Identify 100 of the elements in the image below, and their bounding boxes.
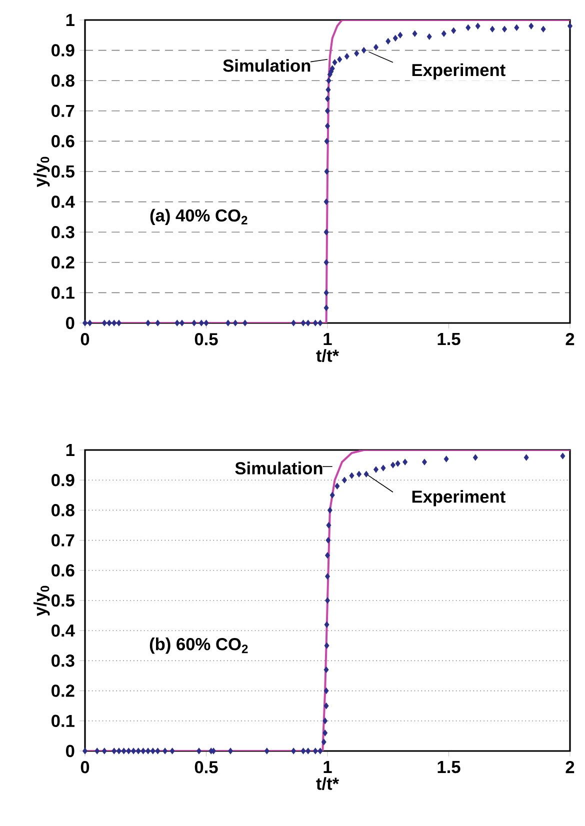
point bbox=[162, 748, 168, 754]
point bbox=[174, 320, 180, 326]
point bbox=[94, 748, 100, 754]
point bbox=[364, 470, 369, 478]
y-tick-label: 0 bbox=[66, 744, 74, 758]
point bbox=[524, 454, 529, 461]
y-tick-label: 0.6 bbox=[52, 564, 74, 577]
point bbox=[232, 320, 238, 326]
y-tick-label: 0.7 bbox=[52, 534, 74, 546]
x-tick-label: 0.5 bbox=[194, 333, 218, 346]
point bbox=[324, 688, 329, 694]
y-axis-title: y/y$_{0}$ bbox=[34, 156, 50, 188]
point bbox=[112, 748, 117, 754]
point bbox=[192, 320, 197, 326]
y-tick-label: 0.3 bbox=[52, 226, 74, 238]
point bbox=[321, 738, 326, 746]
point bbox=[322, 718, 328, 724]
annotation: (a) 40% CO$_{2}$ bbox=[150, 208, 248, 226]
point bbox=[228, 748, 233, 754]
point bbox=[318, 748, 323, 754]
y-tick-label: 0.4 bbox=[52, 196, 75, 208]
point bbox=[306, 320, 311, 326]
y-tick-label: 0.7 bbox=[52, 104, 74, 118]
point bbox=[325, 597, 330, 604]
series-label: Experiment bbox=[412, 490, 506, 506]
point bbox=[300, 748, 306, 754]
point bbox=[170, 748, 175, 754]
point bbox=[324, 304, 329, 312]
point bbox=[102, 748, 107, 754]
point bbox=[150, 748, 156, 754]
point bbox=[349, 472, 354, 479]
point bbox=[334, 482, 340, 490]
point bbox=[106, 320, 112, 326]
point bbox=[398, 32, 403, 38]
x-tick-label: 1 bbox=[324, 761, 332, 773]
y-tick-label: 0.8 bbox=[52, 74, 74, 87]
point bbox=[146, 748, 151, 754]
y-tick-label: 0.6 bbox=[52, 135, 74, 148]
point bbox=[422, 458, 427, 466]
point bbox=[325, 122, 330, 130]
point bbox=[324, 168, 330, 175]
point bbox=[325, 96, 330, 102]
point bbox=[568, 22, 572, 30]
y-tick-label: 0.2 bbox=[52, 684, 74, 697]
point bbox=[324, 259, 329, 266]
point bbox=[441, 30, 446, 37]
point bbox=[82, 320, 88, 326]
point bbox=[112, 320, 117, 326]
point bbox=[291, 748, 296, 754]
point bbox=[324, 642, 330, 649]
point bbox=[126, 748, 132, 754]
x-axis-title: t/t* bbox=[316, 777, 340, 790]
y-tick-label: 0.2 bbox=[52, 256, 74, 269]
point bbox=[356, 470, 362, 478]
y-axis-title: y/y$_{0}$ bbox=[34, 586, 50, 616]
x-tick-label: 0.5 bbox=[194, 761, 218, 774]
point bbox=[386, 38, 391, 44]
point bbox=[472, 454, 478, 461]
point bbox=[291, 320, 296, 326]
point bbox=[374, 44, 378, 50]
series-label: Experiment bbox=[412, 63, 506, 80]
point bbox=[540, 26, 546, 32]
point bbox=[140, 748, 146, 754]
point bbox=[180, 320, 184, 326]
point bbox=[326, 537, 331, 544]
y-tick-label: 0.9 bbox=[52, 44, 74, 56]
point bbox=[155, 320, 160, 326]
point bbox=[514, 24, 520, 31]
point bbox=[390, 462, 396, 468]
point bbox=[330, 65, 335, 72]
y-tick-label: 0 bbox=[66, 316, 74, 330]
point bbox=[196, 748, 202, 754]
point bbox=[466, 24, 471, 31]
x-tick-label: 1.5 bbox=[438, 761, 460, 774]
point bbox=[451, 27, 456, 34]
x-tick-label: 0 bbox=[80, 761, 90, 774]
point bbox=[242, 320, 248, 326]
point bbox=[116, 748, 122, 754]
point bbox=[198, 320, 204, 326]
x-tick-label: 1 bbox=[324, 333, 332, 345]
point bbox=[502, 26, 507, 32]
y-tick-label: 0.1 bbox=[52, 714, 74, 728]
y-tick-label: 1 bbox=[66, 444, 74, 456]
point bbox=[155, 748, 160, 754]
annotation: (b) 60% CO$_{2}$ bbox=[150, 638, 248, 654]
point bbox=[426, 33, 432, 40]
point bbox=[444, 456, 449, 462]
point bbox=[380, 464, 386, 472]
y-tick-label: 0.5 bbox=[52, 165, 74, 178]
point bbox=[326, 77, 332, 84]
point bbox=[325, 108, 330, 114]
point bbox=[337, 56, 342, 63]
point bbox=[226, 320, 231, 326]
point bbox=[332, 59, 338, 66]
point bbox=[312, 748, 318, 754]
point bbox=[306, 748, 311, 754]
point bbox=[102, 320, 107, 326]
point bbox=[146, 320, 151, 326]
x-axis-title: t/t* bbox=[316, 349, 340, 362]
point bbox=[204, 320, 209, 326]
